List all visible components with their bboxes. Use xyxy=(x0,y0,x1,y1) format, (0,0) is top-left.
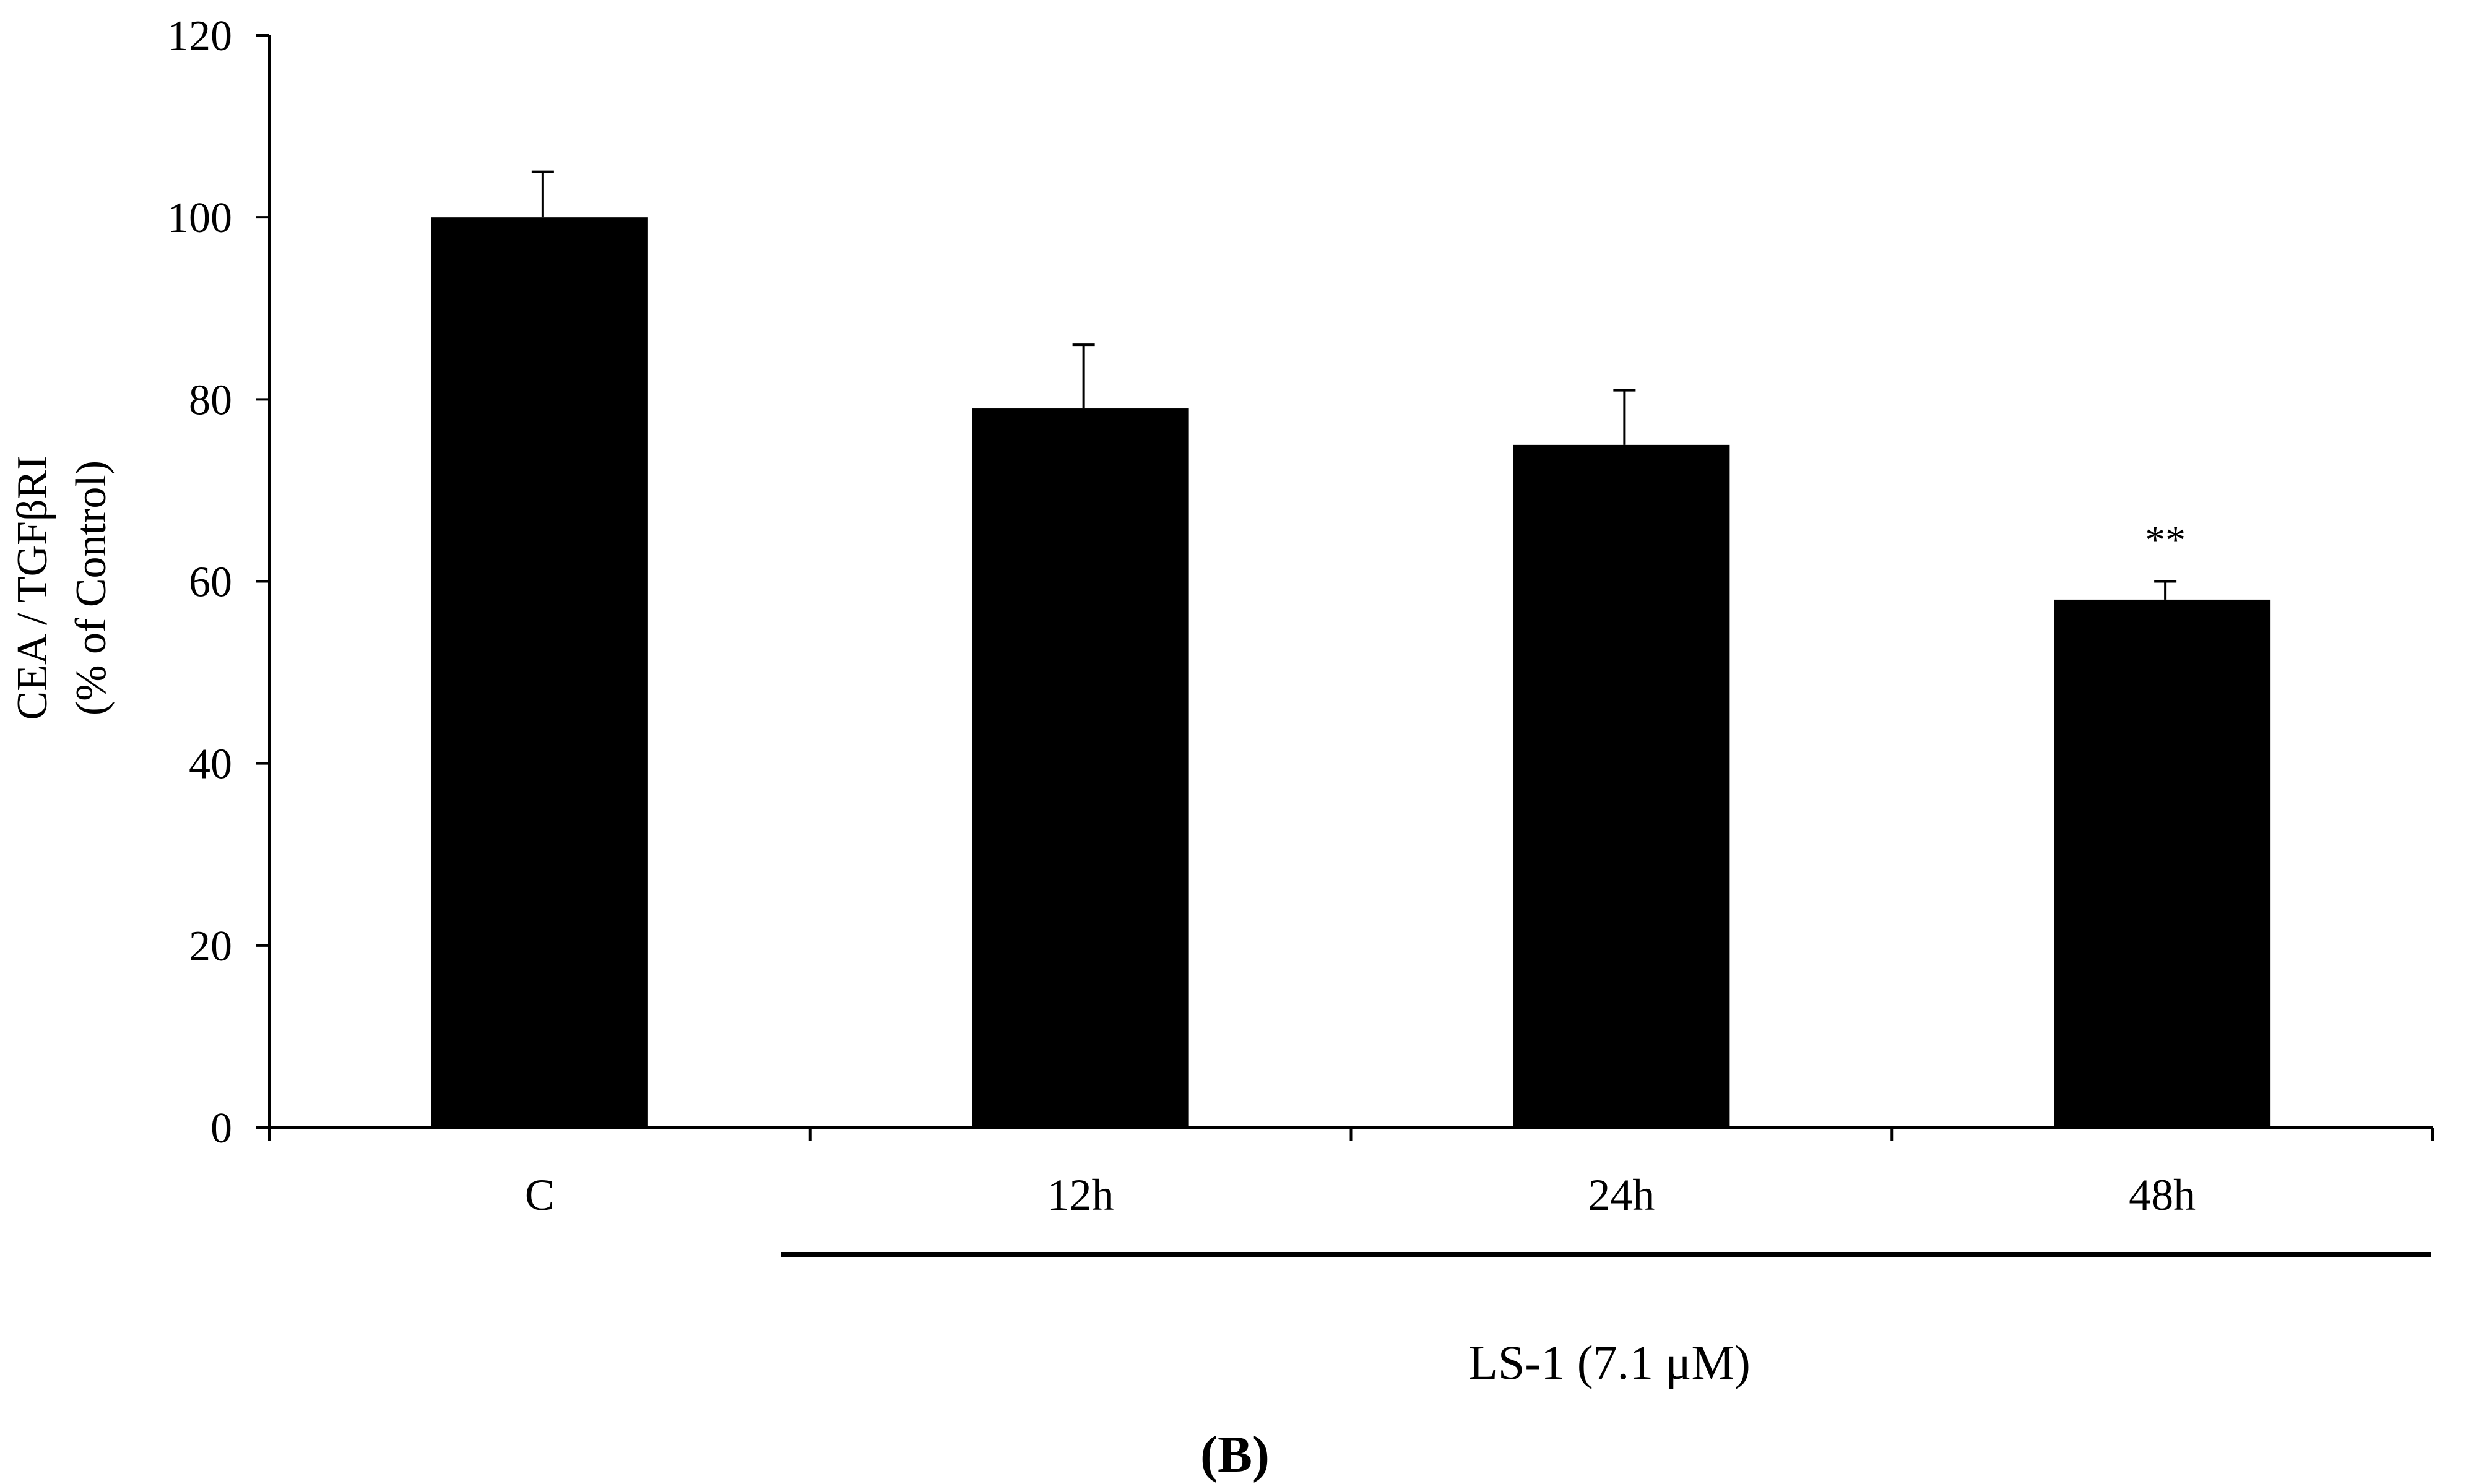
y-tick-label: 20 xyxy=(189,923,232,970)
category-label-24h: 24h xyxy=(1588,1170,1655,1220)
bars xyxy=(431,217,2271,1128)
panel-label: (B) xyxy=(1200,1426,1270,1483)
category-labels: C 12h 24h 48h xyxy=(525,1170,2196,1220)
y-tick-label: 60 xyxy=(189,559,232,606)
x-ticks xyxy=(268,1128,2434,1141)
y-axis-title-line2: (% of Control) xyxy=(67,460,115,715)
category-label-12h: 12h xyxy=(1047,1170,1114,1220)
y-axis: 0 20 40 60 80 100 120 xyxy=(167,12,271,1152)
x-axis xyxy=(268,1126,2434,1141)
panel-label-close: ) xyxy=(1252,1426,1270,1483)
error-bars xyxy=(531,170,2177,600)
bar-48h xyxy=(2054,599,2271,1128)
bar-12h xyxy=(972,408,1189,1128)
significance-label-48h: ** xyxy=(2145,518,2186,563)
panel-label-letter: B xyxy=(1218,1426,1252,1483)
bar-C xyxy=(431,217,648,1128)
category-label-C: C xyxy=(525,1170,555,1220)
y-tick-label: 0 xyxy=(210,1105,232,1152)
panel-label-open: ( xyxy=(1200,1426,1218,1483)
y-tick-label: 40 xyxy=(189,741,232,788)
y-axis-title-line1: CEA / TGFβRI xyxy=(9,455,56,720)
significance-labels: ** xyxy=(2145,518,2186,563)
y-tick-label: 100 xyxy=(167,194,232,242)
group-label: LS-1 (7.1 μM) xyxy=(1468,1335,1751,1389)
y-tick-label: 80 xyxy=(189,376,232,424)
y-tick-label: 120 xyxy=(167,12,232,60)
y-ticks: 0 20 40 60 80 100 120 xyxy=(167,12,269,1152)
category-label-48h: 48h xyxy=(2129,1170,2196,1220)
bar-24h xyxy=(1513,444,1730,1128)
